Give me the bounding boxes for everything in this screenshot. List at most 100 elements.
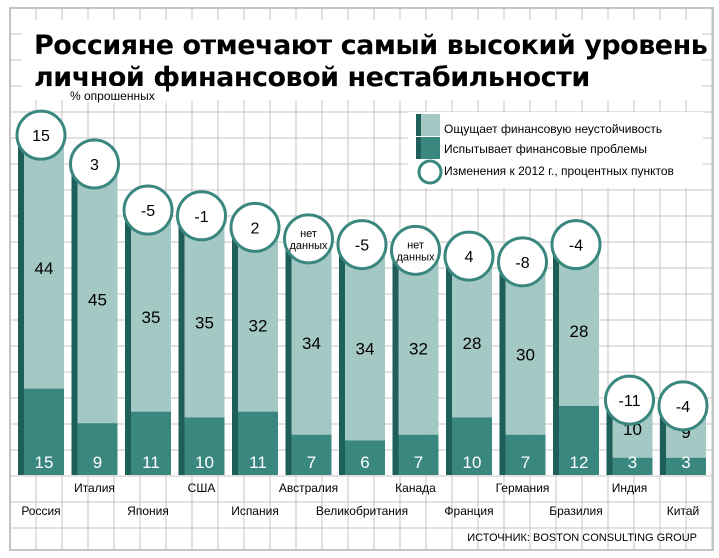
bar-instability — [24, 135, 64, 389]
bar-label-instability: 30 — [516, 345, 535, 364]
bar-bevel — [392, 430, 399, 435]
bar-instability — [77, 163, 118, 424]
bar-bevel — [71, 419, 78, 424]
bar-instability — [398, 250, 439, 435]
change-label: -4 — [676, 399, 690, 416]
bar-label-problems: 7 — [521, 453, 530, 472]
change-label: нет данных — [396, 239, 435, 263]
bar-problems — [184, 417, 225, 475]
change-label: -8 — [515, 255, 529, 272]
bar-bevel — [446, 413, 452, 418]
bar-instability — [238, 227, 278, 412]
bar-label-instability: 44 — [35, 259, 54, 278]
x-axis-label-6: Великобритания — [316, 504, 408, 518]
bar-instability — [452, 256, 492, 418]
change-circle — [15, 109, 67, 161]
legend-swatch-light — [421, 114, 440, 136]
bar-side — [125, 210, 131, 476]
bar-instability — [505, 261, 546, 435]
x-axis-label-1: Италия — [74, 481, 115, 495]
change-circle — [657, 380, 709, 432]
change-label: -5 — [141, 203, 155, 220]
change-label: нет данных — [289, 228, 328, 252]
bar-bevel — [178, 413, 185, 418]
change-circle — [550, 219, 602, 271]
change-label: -1 — [194, 209, 208, 226]
change-circle — [604, 374, 655, 426]
bar-group-1: 9 45 3 — [69, 138, 120, 475]
bar-group-5: 7 34 нет данных — [283, 213, 334, 475]
bar-side — [71, 163, 78, 475]
bar-label-instability: 35 — [195, 314, 214, 333]
bar-side — [660, 405, 666, 475]
bar-bevel — [660, 453, 666, 458]
bar-instability — [291, 238, 332, 435]
bar-side — [446, 256, 452, 475]
bar-label-instability: 32 — [249, 316, 268, 335]
change-circle — [283, 213, 334, 265]
bar-side — [18, 135, 24, 475]
change-label: 4 — [465, 249, 474, 266]
bar-label-problems: 6 — [360, 453, 369, 472]
bar-bevel — [339, 436, 345, 441]
bar-group-0: 15 44 15 — [15, 109, 67, 475]
source-note: ИСТОЧНИК: BOSTON CONSULTING GROUP — [467, 532, 697, 544]
change-circle — [390, 224, 441, 276]
bar-side — [178, 215, 185, 476]
bar-group-3: 10 35 -1 — [176, 190, 227, 476]
bar-problems — [612, 457, 653, 475]
legend-label-changes: Изменения к 2012 г., процентных пунктов — [444, 164, 674, 178]
change-circle — [122, 184, 174, 236]
bar-bevel — [232, 407, 238, 412]
change-circle — [176, 190, 227, 242]
bar-label-problems: 3 — [628, 453, 637, 472]
x-axis-label-4: Испания — [231, 504, 279, 518]
bar-problems — [131, 411, 171, 475]
bar-side — [499, 261, 506, 475]
chart-title-line-1: Россияне отмечают самый высокий уровень — [34, 30, 707, 61]
change-label: 3 — [90, 157, 99, 174]
bar-problems — [559, 405, 599, 475]
change-label: -4 — [569, 238, 583, 255]
bar-label-instability: 34 — [302, 334, 321, 353]
bar-bevel — [18, 384, 24, 389]
x-axis-label-2: Япония — [127, 504, 169, 518]
bar-bevel — [499, 430, 506, 435]
change-label: -11 — [619, 393, 641, 410]
bar-label-problems: 11 — [142, 453, 160, 472]
bar-side — [606, 400, 613, 475]
bar-label-instability: 9 — [681, 423, 690, 442]
bar-bevel — [606, 453, 613, 458]
x-axis-label-10: Бразилия — [549, 504, 603, 518]
bar-group-8: 10 28 4 — [443, 230, 495, 475]
bar-problems — [505, 434, 546, 475]
legend-label-problems: Испытывает финансовые проблемы — [444, 142, 647, 156]
y-axis-label: % опрошенных — [70, 89, 155, 103]
bar-label-instability: 35 — [142, 308, 161, 327]
bar-bevel — [125, 407, 131, 412]
bar-label-problems: 3 — [681, 453, 690, 472]
x-axis-label-8: Франция — [444, 504, 493, 518]
legend-swatch-light-side — [416, 114, 422, 136]
change-label: 15 — [32, 128, 50, 145]
x-axis-label-9: Германия — [496, 481, 550, 495]
x-axis-label-0: Россия — [21, 504, 60, 518]
change-circle — [443, 230, 495, 282]
legend-label-instability: Ощущает финансовую неустойчивость — [444, 122, 662, 136]
bar-bevel — [553, 401, 559, 406]
bar-group-10: 12 28 -4 — [550, 219, 602, 475]
bar-label-instability: 28 — [570, 322, 589, 341]
bar-group-11: 310-11 — [604, 374, 655, 475]
bar-problems — [77, 423, 118, 475]
ylabel-bg — [66, 86, 166, 103]
bar-problems — [291, 434, 332, 475]
legend-background — [408, 112, 703, 188]
change-circle — [229, 201, 281, 253]
bar-label-instability: 32 — [409, 340, 428, 359]
bar-group-7: 7 32 нет данных — [390, 224, 441, 475]
bar-side — [392, 250, 399, 475]
bar-side — [553, 244, 559, 475]
bar-side — [285, 238, 292, 475]
bar-label-problems: 10 — [463, 453, 482, 472]
bar-problems — [398, 434, 439, 475]
